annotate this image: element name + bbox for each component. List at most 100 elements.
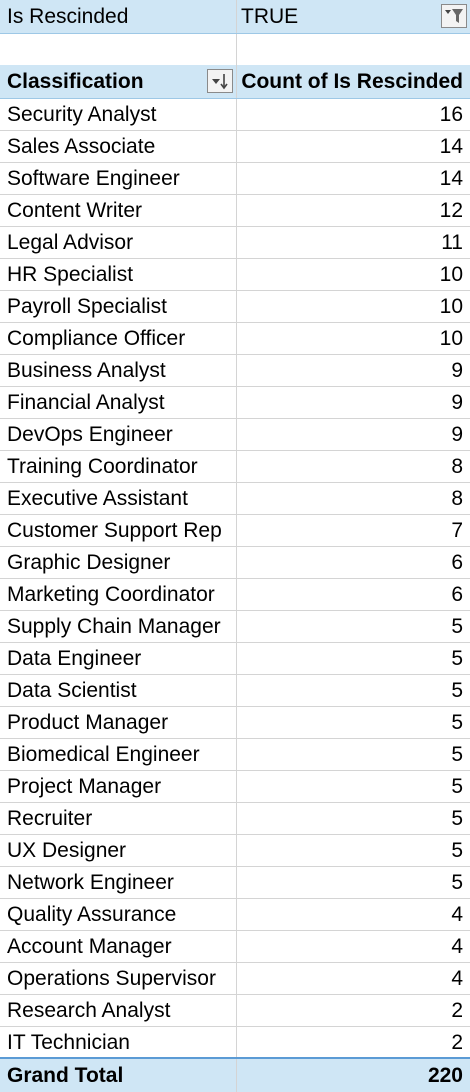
count-cell[interactable]: 5 — [451, 742, 463, 766]
count-cell[interactable]: 2 — [451, 1030, 463, 1054]
report-filter-row: Is Rescinded TRUE — [0, 0, 470, 34]
classification-cell[interactable]: Graphic Designer — [0, 547, 237, 578]
classification-cell[interactable]: Payroll Specialist — [0, 291, 237, 322]
filter-dropdown-icon[interactable] — [441, 4, 467, 28]
column-header-row: Classification Count of Is Rescinded — [0, 65, 470, 99]
count-cell[interactable]: 5 — [451, 838, 463, 862]
filter-value-cell[interactable]: TRUE — [237, 0, 470, 33]
classification-cell[interactable]: Compliance Officer — [0, 323, 237, 354]
classification-cell[interactable]: Software Engineer — [0, 163, 237, 194]
count-cell[interactable]: 10 — [439, 294, 463, 318]
count-cell[interactable]: 9 — [451, 390, 463, 414]
classification-cell[interactable]: Product Manager — [0, 707, 237, 738]
count-cell[interactable]: 9 — [451, 422, 463, 446]
table-row: Legal Advisor 11 — [0, 227, 470, 259]
classification-cell[interactable]: Executive Assistant — [0, 483, 237, 514]
grand-total-row: Grand Total 220 — [0, 1057, 470, 1092]
blank-cell[interactable] — [237, 34, 470, 65]
classification-cell[interactable]: Research Analyst — [0, 995, 237, 1026]
count-header[interactable]: Count of Is Rescinded — [241, 69, 463, 93]
table-row: Compliance Officer 10 — [0, 323, 470, 355]
classification-cell[interactable]: Marketing Coordinator — [0, 579, 237, 610]
count-cell[interactable]: 7 — [451, 518, 463, 542]
classification-cell[interactable]: Operations Supervisor — [0, 963, 237, 994]
count-cell[interactable]: 5 — [451, 678, 463, 702]
table-row: DevOps Engineer 9 — [0, 419, 470, 451]
classification-header-cell[interactable]: Classification — [0, 65, 237, 98]
classification-cell[interactable]: Recruiter — [0, 803, 237, 834]
count-cell[interactable]: 16 — [439, 102, 463, 126]
sort-descending-dropdown-icon[interactable] — [207, 69, 233, 93]
table-row: Quality Assurance 4 — [0, 899, 470, 931]
classification-cell[interactable]: DevOps Engineer — [0, 419, 237, 450]
classification-cell[interactable]: Project Manager — [0, 771, 237, 802]
table-row: Content Writer 12 — [0, 195, 470, 227]
count-cell[interactable]: 11 — [441, 230, 463, 254]
count-cell[interactable]: 5 — [451, 710, 463, 734]
count-cell[interactable]: 14 — [439, 134, 463, 158]
table-row: Security Analyst 16 — [0, 99, 470, 131]
classification-cell[interactable]: IT Technician — [0, 1027, 237, 1058]
table-row: Biomedical Engineer 5 — [0, 739, 470, 771]
count-cell[interactable]: 8 — [451, 486, 463, 510]
count-cell[interactable]: 5 — [451, 774, 463, 798]
count-cell[interactable]: 10 — [439, 262, 463, 286]
classification-header: Classification — [7, 69, 144, 93]
count-cell[interactable]: 8 — [451, 454, 463, 478]
table-row: Graphic Designer 6 — [0, 547, 470, 579]
classification-cell[interactable]: Biomedical Engineer — [0, 739, 237, 770]
table-row: Financial Analyst 9 — [0, 387, 470, 419]
blank-row — [0, 34, 470, 65]
table-row: Research Analyst 2 — [0, 995, 470, 1027]
count-cell[interactable]: 14 — [439, 166, 463, 190]
table-row: Project Manager 5 — [0, 771, 470, 803]
classification-cell[interactable]: Sales Associate — [0, 131, 237, 162]
classification-cell[interactable]: Financial Analyst — [0, 387, 237, 418]
grand-total-value[interactable]: 220 — [427, 1063, 463, 1087]
count-cell[interactable]: 5 — [451, 870, 463, 894]
classification-cell[interactable]: Security Analyst — [0, 99, 237, 130]
classification-cell[interactable]: Account Manager — [0, 931, 237, 962]
classification-cell[interactable]: Content Writer — [0, 195, 237, 226]
table-row: Supply Chain Manager 5 — [0, 611, 470, 643]
count-cell[interactable]: 4 — [451, 934, 463, 958]
grand-total-label[interactable]: Grand Total — [0, 1059, 237, 1092]
classification-cell[interactable]: Legal Advisor — [0, 227, 237, 258]
table-row: Network Engineer 5 — [0, 867, 470, 899]
count-cell[interactable]: 9 — [451, 358, 463, 382]
table-row: Operations Supervisor 4 — [0, 963, 470, 995]
classification-cell[interactable]: Supply Chain Manager — [0, 611, 237, 642]
count-cell[interactable]: 4 — [451, 966, 463, 990]
count-cell[interactable]: 5 — [451, 646, 463, 670]
classification-cell[interactable]: Data Engineer — [0, 643, 237, 674]
table-row: Payroll Specialist 10 — [0, 291, 470, 323]
count-cell[interactable]: 10 — [439, 326, 463, 350]
table-row: IT Technician 2 — [0, 1027, 470, 1059]
table-row: Training Coordinator 8 — [0, 451, 470, 483]
filter-field-label: Is Rescinded — [0, 0, 237, 33]
table-row: Executive Assistant 8 — [0, 483, 470, 515]
count-cell[interactable]: 12 — [439, 198, 463, 222]
table-row: Data Engineer 5 — [0, 643, 470, 675]
classification-cell[interactable]: Business Analyst — [0, 355, 237, 386]
count-cell[interactable]: 5 — [451, 614, 463, 638]
classification-cell[interactable]: Data Scientist — [0, 675, 237, 706]
count-cell[interactable]: 2 — [451, 998, 463, 1022]
count-cell[interactable]: 4 — [451, 902, 463, 926]
classification-cell[interactable]: Quality Assurance — [0, 899, 237, 930]
count-cell[interactable]: 6 — [451, 582, 463, 606]
count-cell[interactable]: 6 — [451, 550, 463, 574]
classification-cell[interactable]: UX Designer — [0, 835, 237, 866]
count-cell[interactable]: 5 — [451, 806, 463, 830]
classification-cell[interactable]: HR Specialist — [0, 259, 237, 290]
classification-cell[interactable]: Network Engineer — [0, 867, 237, 898]
classification-cell[interactable]: Customer Support Rep — [0, 515, 237, 546]
classification-cell[interactable]: Training Coordinator — [0, 451, 237, 482]
table-row: Marketing Coordinator 6 — [0, 579, 470, 611]
table-row: Customer Support Rep 7 — [0, 515, 470, 547]
table-row: HR Specialist 10 — [0, 259, 470, 291]
table-row: Business Analyst 9 — [0, 355, 470, 387]
table-row: Product Manager 5 — [0, 707, 470, 739]
blank-cell[interactable] — [0, 34, 237, 65]
